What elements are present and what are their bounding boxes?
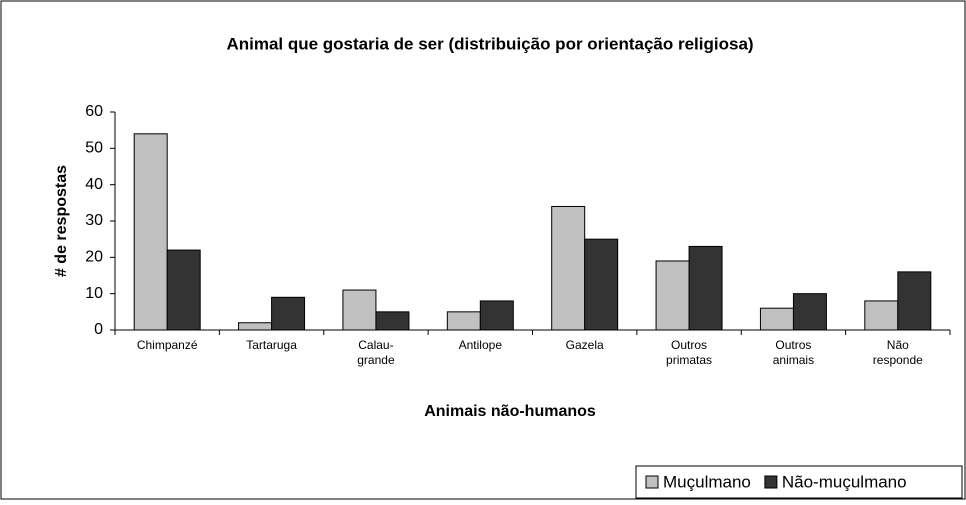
x-tick-label: Outros primatas [666,338,713,367]
y-tick-label: 30 [85,212,103,229]
bar [688,245,723,331]
legend-swatch [764,475,778,489]
bar [897,271,932,331]
x-axis-label: Animais não-humanos [424,403,596,420]
x-tick-label: Antilope [458,338,502,352]
bar [584,238,619,331]
x-tick-label: Tartaruga [246,338,297,352]
bar [375,311,410,331]
x-tick-label: Chimpanzé [136,338,198,352]
x-tick-label: Não responde [872,338,923,367]
x-tick-label-box: Gazela [565,338,604,352]
bar [238,322,273,331]
bar [655,260,690,331]
bar [551,205,586,331]
y-axis-label: # de respostas [53,165,70,277]
bar [479,300,514,331]
bar [342,289,377,331]
x-tick-label-box: Tartaruga [246,338,297,352]
bar [133,133,168,331]
x-tick-label-box: Outros primatas [666,338,713,367]
x-tick-label: Gazela [565,338,604,352]
x-tick-label-box: Não responde [872,338,923,367]
legend-label: Muçulmano [663,472,751,491]
x-tick-label-box: Outros animais [772,338,815,367]
x-tick-label: Calau-grande [357,338,395,367]
x-tick-label-box: Calau-grande [357,338,395,367]
legend-swatch [645,475,659,489]
bar [446,311,481,331]
y-tick-label: 60 [85,103,103,120]
legend-label: Não-muçulmano [782,472,907,491]
bar [166,249,201,331]
chart-title: Animal que gostaria de ser (distribuição… [226,34,753,53]
bar [864,300,899,331]
y-tick-label: 50 [85,140,103,157]
x-tick-label: Outros animais [772,338,815,367]
x-tick-label-box: Chimpanzé [136,338,198,352]
legend-box [635,465,963,499]
y-tick-label: 0 [94,321,103,338]
y-tick-label: 40 [85,176,103,193]
y-tick-label: 20 [85,249,103,266]
x-tick-label-box: Antilope [458,338,502,352]
y-tick-label: 10 [85,285,103,302]
bar [792,293,827,331]
bar [759,307,794,331]
bar [271,296,306,331]
